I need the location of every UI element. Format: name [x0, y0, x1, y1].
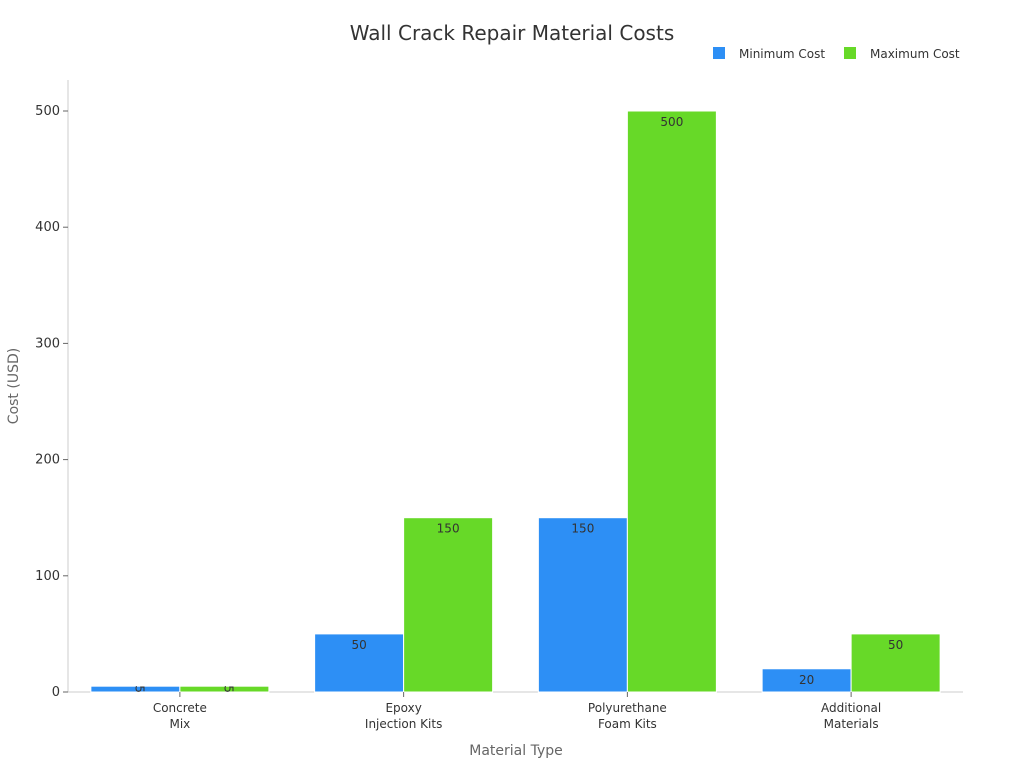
- y-axis-ticks: 0 100 200 300 400 500: [35, 104, 68, 700]
- y-axis-title: Cost (USD): [6, 348, 22, 424]
- chart-title: Wall Crack Repair Material Costs: [350, 21, 674, 45]
- bar-data-label: 50: [888, 638, 903, 652]
- bar-data-label: 150: [571, 522, 594, 536]
- bar: [537, 517, 628, 693]
- bars: 5 5 50 150 150 500 20 50: [90, 110, 941, 693]
- legend: Minimum Cost Maximum Cost: [713, 47, 960, 61]
- legend-swatch: [713, 47, 725, 59]
- y-tick-label: 0: [52, 685, 60, 700]
- x-tick-label: Additional Materials: [821, 701, 881, 731]
- y-tick-label: 200: [35, 453, 60, 468]
- legend-label: Maximum Cost: [870, 47, 960, 61]
- bar-data-label: 150: [437, 522, 460, 536]
- bar: [850, 633, 941, 693]
- legend-swatch: [844, 47, 856, 59]
- bar-data-label: 20: [799, 673, 814, 687]
- x-tick-label: Polyurethane Foam Kits: [588, 701, 667, 731]
- y-tick-label: 500: [35, 104, 60, 119]
- x-tick-label: Epoxy Injection Kits: [365, 701, 442, 731]
- bar-data-label: 5: [132, 685, 146, 693]
- bar: [626, 110, 717, 693]
- bar-data-label: 5: [221, 685, 235, 693]
- bar: [179, 685, 270, 693]
- x-axis-title: Material Type: [469, 743, 562, 759]
- y-tick-label: 300: [35, 336, 60, 351]
- y-tick-label: 100: [35, 569, 60, 584]
- legend-label: Minimum Cost: [739, 47, 825, 61]
- bar: [314, 633, 405, 693]
- bar-data-label: 500: [660, 115, 683, 129]
- y-tick-label: 400: [35, 220, 60, 235]
- bar-data-label: 50: [351, 638, 366, 652]
- x-tick-label: Concrete Mix: [153, 701, 207, 731]
- bar: [403, 517, 494, 693]
- x-axis-ticks: Concrete Mix Epoxy Injection Kits Polyuretha…: [153, 692, 881, 731]
